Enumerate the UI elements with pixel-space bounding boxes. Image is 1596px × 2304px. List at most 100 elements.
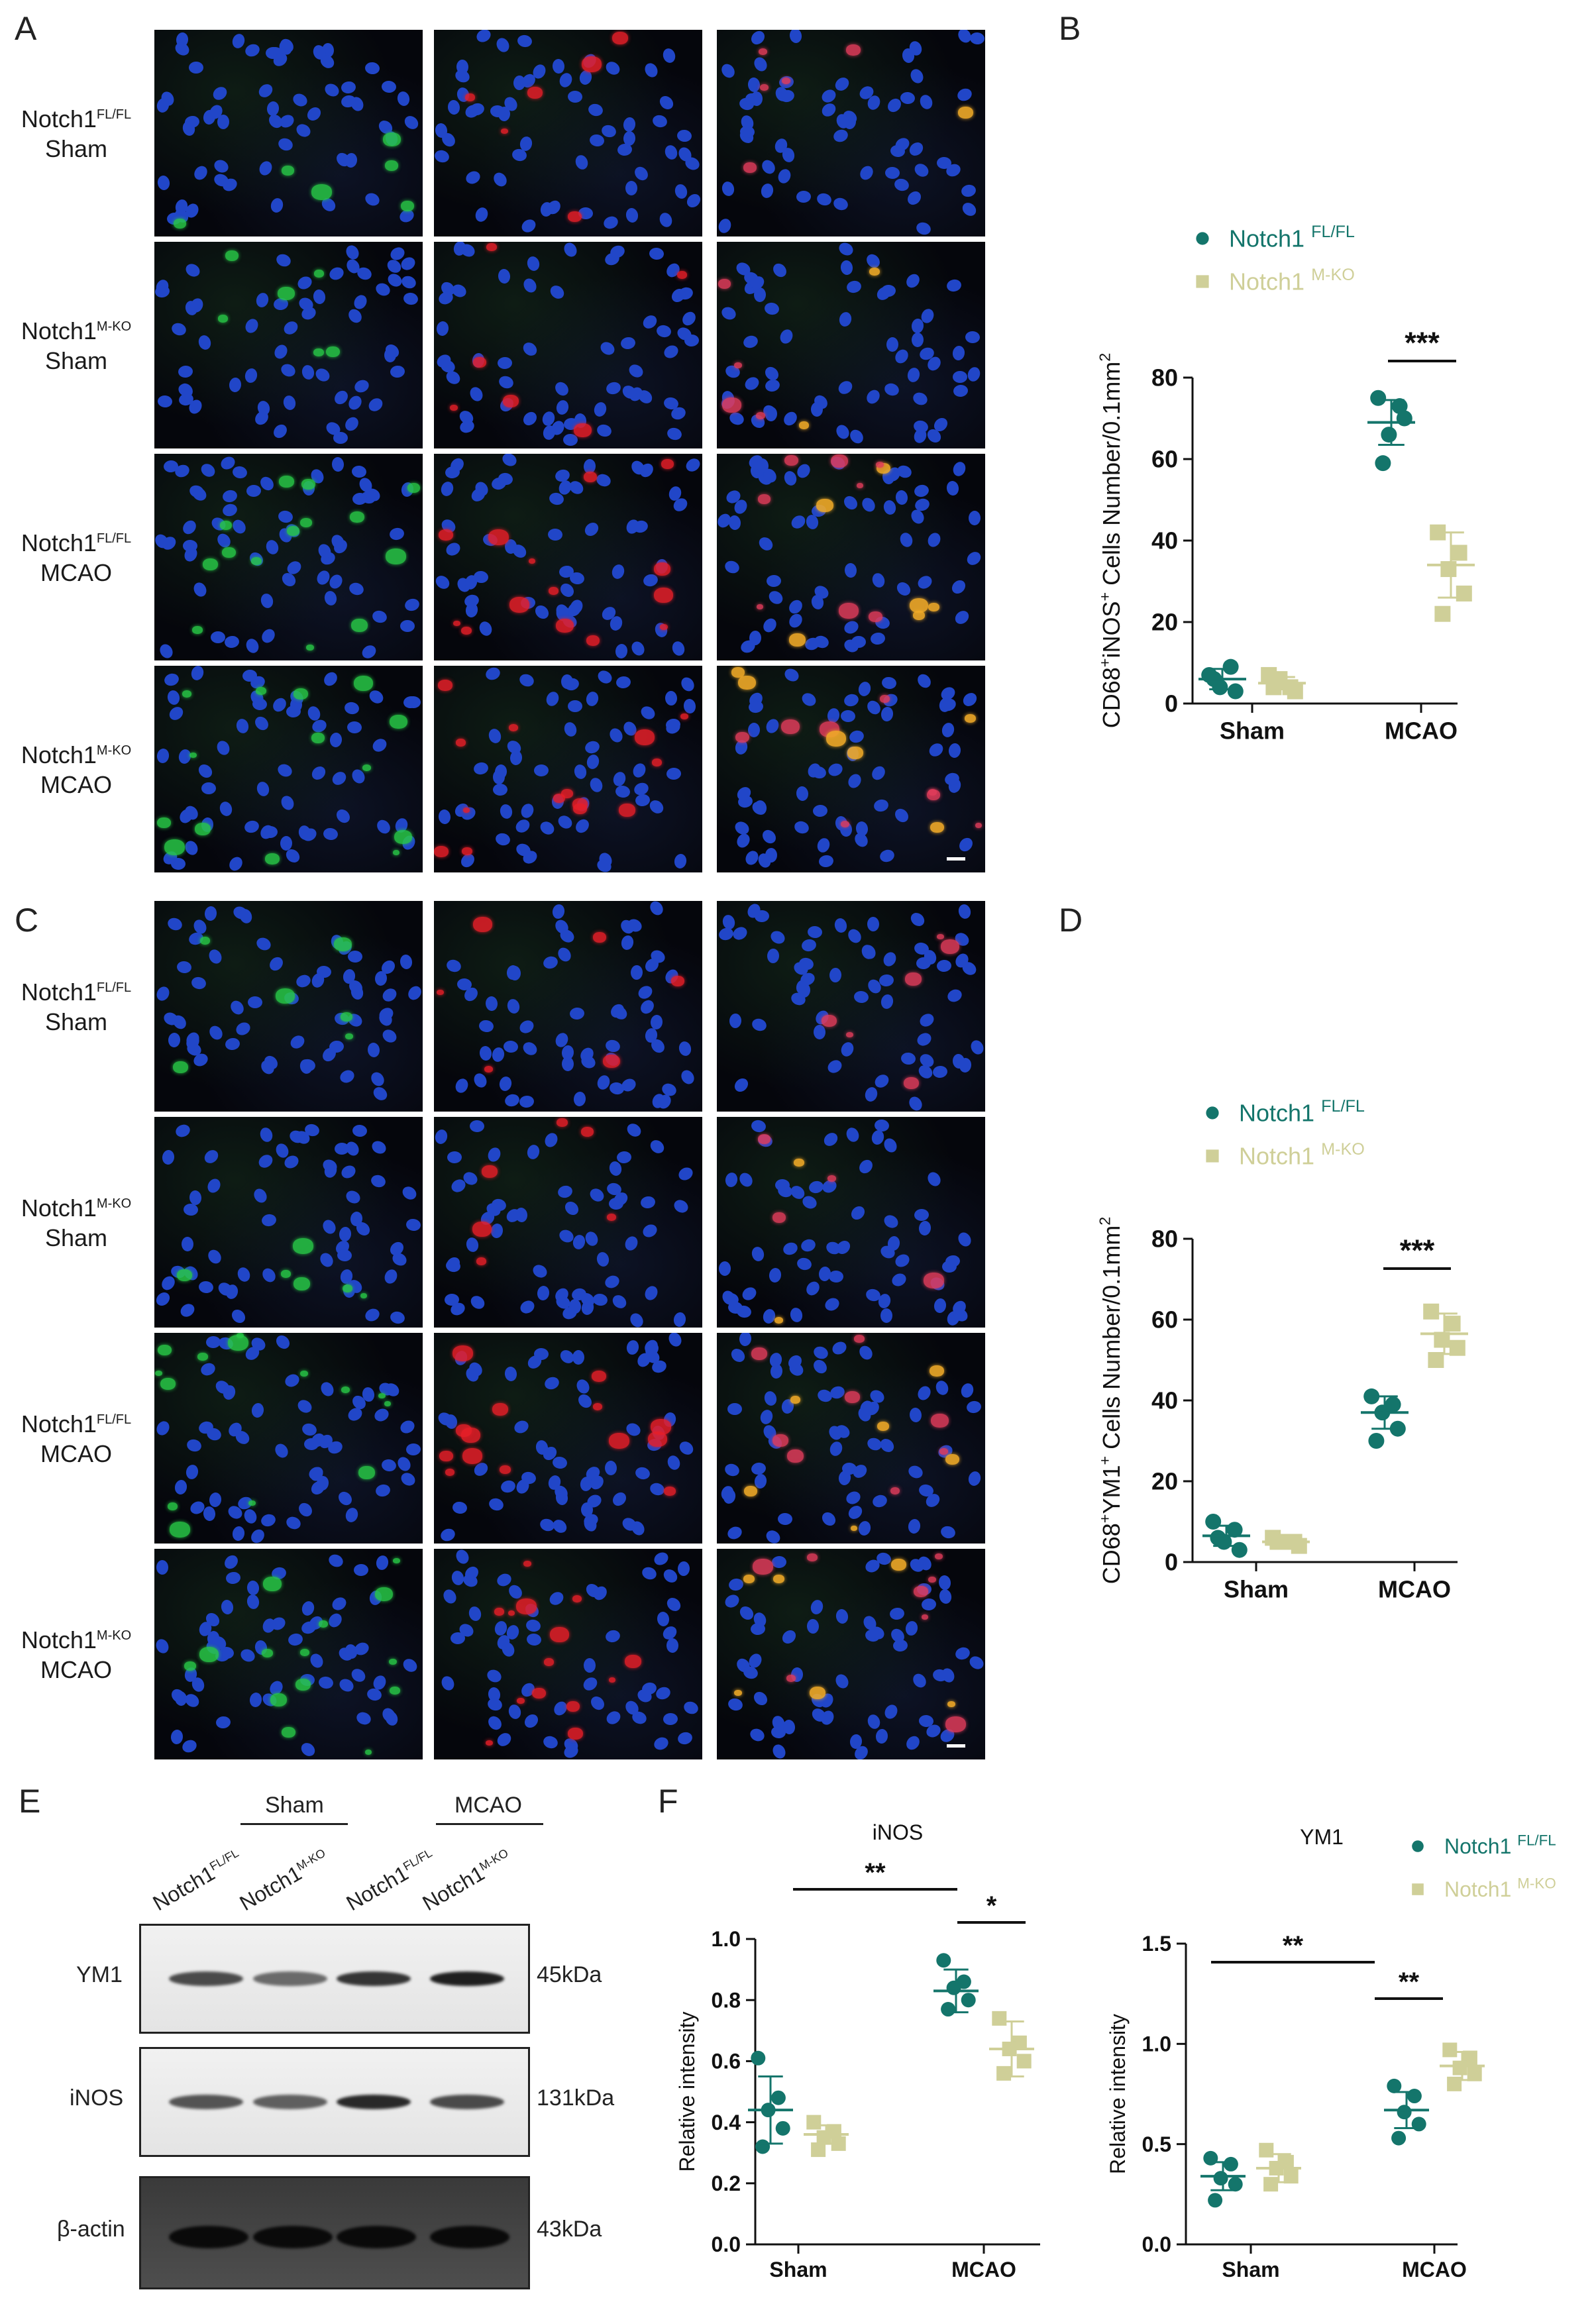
nucleus [839,260,854,276]
fluorescent-signal [935,1553,943,1559]
nucleus [231,1525,246,1542]
x-tick-label: Sham [1222,2258,1279,2281]
fluorescent-signal [851,1526,857,1531]
fluorescent-signal [945,1454,959,1465]
fluorescent-signal [439,529,453,541]
nucleus [762,364,782,384]
nucleus [363,191,382,208]
nucleus [174,1479,188,1496]
fluorescent-signal [453,621,460,626]
nucleus [747,722,761,738]
legend-sup: M-KO [1517,1875,1556,1891]
nucleus [651,1549,671,1568]
nucleus [722,1592,742,1610]
nucleus [767,948,780,964]
fluorescent-signal [759,48,767,55]
nucleus [198,461,218,480]
fluorescent-signal [527,87,543,99]
nucleus [347,580,366,598]
row-label-genotype: Notch1M-KO [21,1194,132,1222]
data-point [1213,2171,1228,2186]
nucleus [720,180,736,197]
nucleus [498,803,514,820]
nucleus [374,817,393,837]
fluorescent-signal [609,1677,615,1683]
nucleus [468,1293,488,1312]
fluorescent-signal [625,1655,641,1668]
nucleus [759,182,775,199]
micrograph-tile [717,666,985,872]
fluorescent-signal [550,1627,569,1642]
row-label-group: Sham [44,1008,108,1035]
nucleus [380,1458,398,1473]
fluorescent-signal [607,1214,616,1221]
nucleus [239,1647,257,1664]
nucleus [869,631,886,646]
fluorescent-signal [341,1387,350,1393]
nucleus [309,763,329,783]
nucleus [210,84,230,103]
fluorescent-signal [386,549,406,564]
nucleus [451,1500,468,1515]
nucleus [812,804,828,817]
nucleus [242,1507,259,1526]
fluorescent-signal [928,1577,936,1583]
nucleus [178,1301,197,1320]
nucleus [799,690,819,709]
nucleus [291,91,309,109]
fluorescent-signal [891,1559,906,1571]
nucleus [396,90,411,107]
nucleus [499,1479,517,1494]
nucleus [649,247,665,260]
nucleus [826,761,845,778]
nucleus [727,1577,745,1592]
nucleus [840,709,856,723]
fluorescent-signal [326,346,340,357]
fluorescent-signal [384,1401,391,1406]
nucleus [266,954,286,974]
nucleus [661,46,677,65]
nucleus [244,637,261,655]
nucleus [205,1247,224,1267]
nucleus [623,1234,640,1253]
nucleus [859,495,878,515]
nucleus [374,1483,392,1498]
fluorescent-signal [677,271,687,279]
nucleus [588,776,605,794]
nucleus [202,1505,217,1522]
fluorescent-signal [731,667,745,678]
nucleus [201,1147,221,1166]
nucleus [880,676,898,690]
nucleus [650,1014,663,1030]
nucleus [207,1023,225,1043]
nucleus [346,721,362,734]
nucleus [592,1292,609,1307]
nucleus [766,574,782,588]
nucleus [732,819,752,837]
nucleus [439,480,455,498]
data-point [1265,679,1282,696]
fluorescent-signal [462,1448,482,1464]
nucleus [604,1038,621,1054]
nucleus [676,1439,696,1457]
fluorescent-signal [375,1587,393,1601]
nucleus [662,342,680,361]
nucleus [719,1261,731,1276]
fluorescent-signal [880,695,890,703]
nucleus [727,1403,742,1415]
fluorescent-signal [941,939,959,954]
nucleus [473,205,490,224]
legend-sup: M-KO [1321,1140,1365,1159]
nucleus [347,950,363,963]
data-point [1227,683,1244,700]
nucleus [518,1094,535,1109]
nucleus [255,780,271,798]
nucleus [615,675,632,690]
y-tick-label: 0.0 [712,2232,741,2256]
nucleus [739,1333,752,1347]
nucleus [170,321,188,338]
nucleus [557,1184,574,1200]
nucleus [435,320,450,337]
fluorescent-signal [486,243,497,251]
nucleus [639,1195,657,1210]
